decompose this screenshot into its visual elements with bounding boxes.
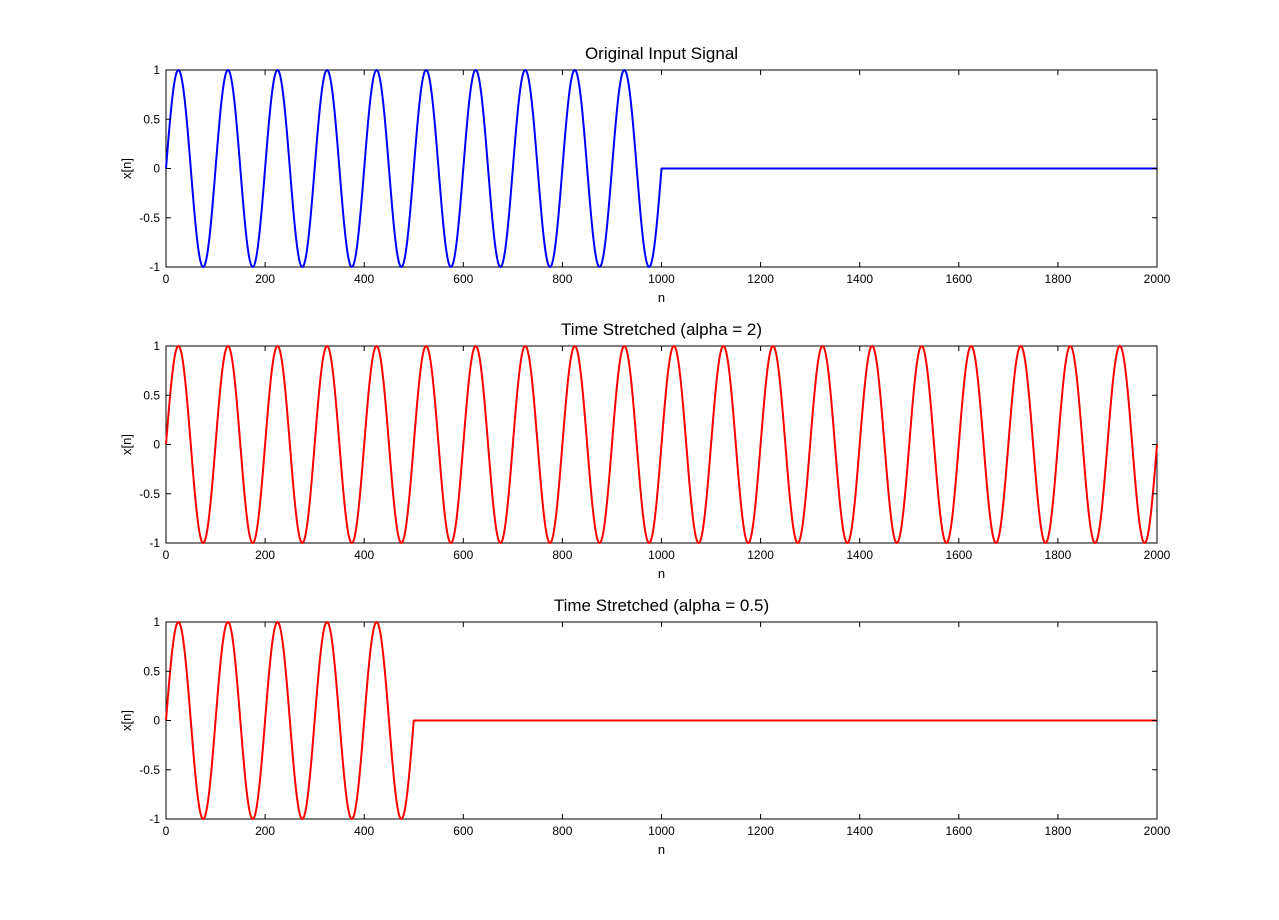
- x-tick-label: 1600: [945, 824, 972, 838]
- x-tick-label: 400: [354, 272, 374, 286]
- x-tick-label: 600: [453, 272, 473, 286]
- y-tick-label: -1: [149, 260, 160, 274]
- chart-title: Time Stretched (alpha = 2): [561, 320, 762, 339]
- x-tick-label: 1200: [747, 548, 774, 562]
- signal-series-line: [165, 69, 1158, 268]
- x-tick-label: 1200: [747, 824, 774, 838]
- x-tick-label: 1800: [1045, 548, 1072, 562]
- x-tick-label: 1200: [747, 272, 774, 286]
- y-axis-label: x[n]: [119, 434, 134, 455]
- x-tick-label: 1400: [846, 548, 873, 562]
- x-tick-label: 400: [354, 548, 374, 562]
- x-tick-label: 2000: [1144, 824, 1171, 838]
- x-tick-label: 1800: [1045, 272, 1072, 286]
- y-tick-label: 0.5: [143, 664, 160, 678]
- y-tick-label: -1: [149, 812, 160, 826]
- y-tick-label: 1: [153, 615, 160, 629]
- x-tick-label: 1600: [945, 272, 972, 286]
- x-tick-label: 1400: [846, 824, 873, 838]
- x-tick-label: 800: [552, 272, 572, 286]
- x-tick-label: 200: [255, 548, 275, 562]
- y-tick-label: 0: [153, 438, 160, 452]
- y-axis-label: x[n]: [119, 710, 134, 731]
- x-tick-label: 1400: [846, 272, 873, 286]
- chart-title: Time Stretched (alpha = 0.5): [554, 596, 769, 615]
- y-tick-label: 1: [153, 339, 160, 353]
- subplot-1: 0 200 400 600 800 1000 1200 1400 1600 1800 2000 -1 -…: [119, 44, 1171, 305]
- x-tick-label: 800: [552, 824, 572, 838]
- x-tick-label: 1800: [1045, 824, 1072, 838]
- x-axis-label: n: [658, 290, 665, 305]
- y-tick-label: -0.5: [139, 211, 160, 225]
- y-tick-label: 0: [153, 162, 160, 176]
- x-tick-label: 1600: [945, 548, 972, 562]
- signal-series-line: [165, 621, 1158, 820]
- subplot-3: 0 200 400 600 800 1000 1200 1400 1600 1800 2000 -1 -…: [119, 596, 1171, 857]
- x-axis-label: n: [658, 566, 665, 581]
- x-tick-label: 2000: [1144, 272, 1171, 286]
- x-tick-label: 600: [453, 548, 473, 562]
- y-tick-label: -0.5: [139, 487, 160, 501]
- x-tick-label: 0: [163, 272, 170, 286]
- x-tick-label: 1000: [648, 272, 675, 286]
- y-axis-label: x[n]: [119, 158, 134, 179]
- x-tick-label: 2000: [1144, 548, 1171, 562]
- x-tick-label: 200: [255, 824, 275, 838]
- x-tick-label: 1000: [648, 824, 675, 838]
- x-tick-label: 0: [163, 548, 170, 562]
- y-tick-label: -1: [149, 536, 160, 550]
- y-tick-label: 1: [153, 63, 160, 77]
- x-tick-label: 400: [354, 824, 374, 838]
- signal-series-line: [165, 345, 1158, 544]
- y-tick-label: -0.5: [139, 763, 160, 777]
- chart-title: Original Input Signal: [585, 44, 738, 63]
- x-tick-label: 0: [163, 824, 170, 838]
- x-tick-label: 600: [453, 824, 473, 838]
- x-tick-label: 800: [552, 548, 572, 562]
- x-axis-label: n: [658, 842, 665, 857]
- y-tick-label: 0: [153, 714, 160, 728]
- subplot-2: 0 200 400 600 800 1000 1200 1400 1600 1800 2000 -1 -…: [119, 320, 1171, 581]
- y-tick-label: 0.5: [143, 388, 160, 402]
- y-tick-label: 0.5: [143, 112, 160, 126]
- x-tick-label: 1000: [648, 548, 675, 562]
- x-tick-label: 200: [255, 272, 275, 286]
